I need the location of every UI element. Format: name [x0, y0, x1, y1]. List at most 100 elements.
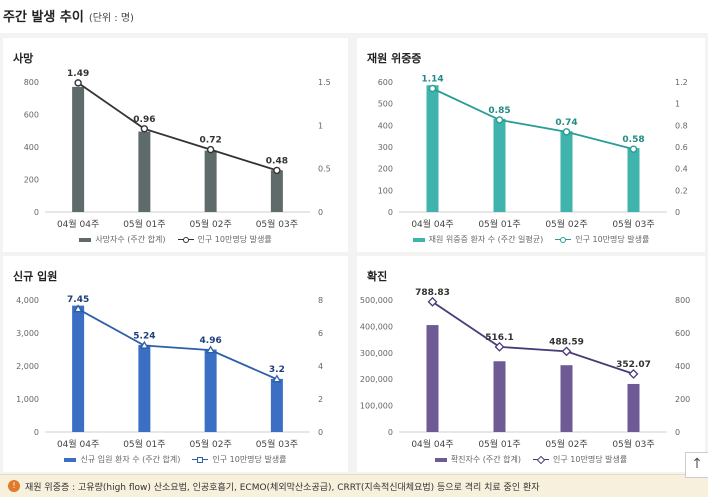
y-tick-label-left: 200 — [24, 176, 39, 185]
info-icon: ! — [8, 480, 20, 492]
legend-line-label: 인구 10만명당 발생률 — [575, 235, 650, 244]
bar — [204, 150, 217, 212]
y-tick-label-right: 0.6 — [675, 143, 688, 152]
scroll-top-button[interactable]: ↑ — [685, 452, 708, 478]
y-tick-label-left: 2,000 — [16, 362, 39, 371]
legend-bar-label: 사망자수 (주간 합계) — [95, 235, 166, 244]
legend-line-swatch — [177, 236, 194, 243]
bar — [426, 85, 439, 212]
data-label: 7.45 — [67, 295, 89, 305]
chart-deaths: 0 200 400 600 800 0 0.5 1 1.5 04월 04주 05월 01주 05월 0… — [24, 69, 331, 230]
data-label: 0.48 — [266, 156, 288, 166]
chart-panel-admissions: 0 1,000 2,000 3,000 4,000 0 2 4 6 8 04월 04주 05월 01주… — [3, 256, 348, 472]
chart-legend: 사망자수 (주간 합계) 인구 10만명당 발생률 — [3, 234, 348, 245]
chart-title: 확진 — [367, 270, 388, 283]
bar — [627, 383, 640, 432]
chart-legend: 신규 입원 환자 수 (주간 합계) 인구 10만명당 발생률 — [3, 454, 348, 465]
data-label: 0.74 — [555, 118, 577, 128]
x-tick-label: 05월 03주 — [612, 218, 654, 230]
series-line — [432, 87, 634, 151]
bar — [138, 131, 151, 212]
legend-bar-label: 확진자수 (주간 합계) — [450, 455, 522, 464]
y-tick-label-right: 6 — [318, 329, 323, 338]
charts-grid: 0 200 400 600 800 0 0.5 1 1.5 04월 04주 05월 01주 05월 0… — [0, 33, 708, 474]
x-tick-label: 05월 02주 — [545, 218, 587, 230]
line-point — [273, 166, 281, 175]
chart-title: 사망 — [13, 52, 34, 65]
data-label: 516.1 — [485, 333, 513, 343]
y-tick-label-right: 4 — [318, 362, 323, 371]
y-tick-label-right: 400 — [675, 362, 690, 371]
y-tick-label-left: 300,000 — [360, 349, 393, 358]
y-tick-label-right: 0.4 — [675, 165, 688, 174]
legend-bar-swatch — [434, 457, 447, 462]
bar — [493, 118, 506, 212]
legend-line-label: 인구 10만명당 발생률 — [212, 455, 287, 464]
y-tick-label-right: 0.8 — [675, 121, 688, 130]
y-tick-label-left: 500 — [378, 100, 393, 109]
chart-title: 신규 입원 — [13, 270, 58, 283]
x-tick-label: 05월 02주 — [545, 438, 587, 450]
chart-panel-deaths: 0 200 400 600 800 0 0.5 1 1.5 04월 04주 05월 01주 05월 0… — [3, 38, 348, 252]
y-tick-label-right: 8 — [318, 296, 323, 305]
legend-bar-swatch — [412, 237, 425, 242]
series-line — [77, 82, 278, 172]
legend-line-label: 인구 10만명당 발생률 — [197, 235, 272, 244]
bar — [560, 131, 573, 212]
x-tick-label: 05월 02주 — [189, 218, 231, 230]
data-label: 0.72 — [200, 136, 222, 146]
x-tick-label: 04월 04주 — [411, 438, 453, 450]
footnote-text: 재원 위중증 : 고유량(high flow) 산소요법, 인공호흡기, ECM… — [25, 482, 540, 493]
chart-legend: 확진자수 (주간 합계) 인구 10만명당 발생률 — [357, 454, 705, 465]
footnote-bar: ! 재원 위중증 : 고유량(high flow) 산소요법, 인공호흡기, E… — [0, 474, 708, 497]
bar — [72, 86, 85, 212]
y-tick-label-right: 1.2 — [675, 78, 688, 87]
x-tick-label: 05월 02주 — [189, 438, 231, 450]
series-line — [431, 301, 634, 375]
y-tick-label-left: 200,000 — [360, 375, 393, 384]
x-tick-label: 05월 03주 — [612, 438, 654, 450]
y-tick-label-left: 400,000 — [360, 322, 393, 331]
y-tick-label-left: 0 — [34, 428, 39, 437]
y-tick-label-right: 200 — [675, 395, 690, 404]
x-tick-label: 05월 01주 — [123, 438, 165, 450]
y-tick-label-left: 3,000 — [16, 329, 39, 338]
bar — [426, 325, 439, 432]
chart-critical: 0 100 200 300 400 500 600 0 0.2 0.4 0.6 0.8 1 1.2 04월 … — [378, 75, 688, 231]
x-tick-label: 05월 01주 — [478, 438, 520, 450]
line-point — [206, 145, 215, 154]
line-point — [73, 304, 83, 313]
y-tick-label-left: 400 — [378, 121, 393, 130]
legend-bar-label: 재원 위중증 환자 수 (주간 일평균) — [428, 235, 544, 244]
line-point — [139, 340, 150, 349]
bar — [138, 344, 151, 432]
legend-line-label: 인구 10만명당 발생률 — [553, 455, 628, 464]
arrow-up-icon: ↑ — [691, 456, 703, 472]
data-label: 488.59 — [549, 337, 584, 347]
y-tick-label-left: 100 — [378, 186, 393, 195]
y-tick-label-right: 0.2 — [675, 186, 688, 195]
line-point — [140, 125, 149, 133]
x-tick-label: 04월 04주 — [57, 218, 99, 230]
bar — [204, 349, 217, 432]
chart-panel-critical: 0 100 200 300 400 500 600 0 0.2 0.4 0.6 0.8 1 1.2 04월 … — [357, 38, 705, 252]
legend-bar-label: 신규 입원 환자 수 (주간 합계) — [80, 455, 181, 464]
data-label: 0.96 — [133, 115, 155, 125]
y-tick-label-left: 4,000 — [16, 296, 39, 305]
bar — [270, 170, 283, 212]
y-tick-label-left: 100,000 — [360, 402, 393, 411]
y-tick-label-left: 1,000 — [16, 395, 39, 404]
y-tick-label-left: 400 — [24, 143, 39, 152]
line-point — [628, 368, 639, 379]
line-point — [629, 145, 638, 153]
y-tick-label-left: 0 — [388, 208, 393, 217]
chart-confirmed: 0 100,000 200,000 300,000 400,000 500,000 0 200… — [360, 288, 690, 450]
data-label: 5.24 — [133, 332, 155, 342]
legend-bar-swatch — [64, 457, 77, 462]
chart-title: 재원 위중증 — [367, 52, 422, 65]
bar — [270, 378, 283, 432]
line-point — [427, 296, 438, 307]
y-tick-label-right: 0 — [318, 428, 323, 437]
y-tick-label-left: 800 — [24, 78, 39, 87]
unit-label: (단위 : 명) — [88, 13, 134, 24]
